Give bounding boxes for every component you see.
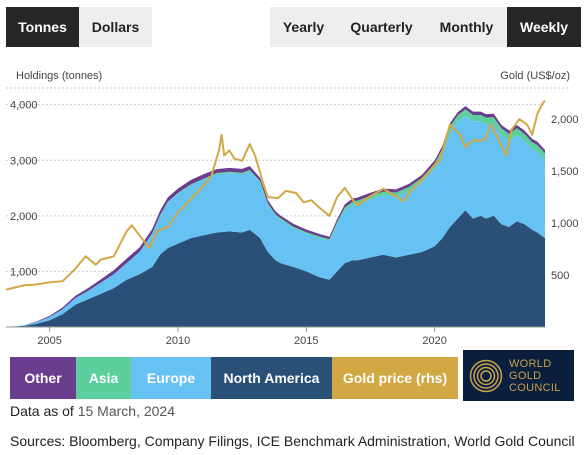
y-tick-label-3000: 3,000: [10, 155, 38, 167]
monthly-button[interactable]: Monthly: [426, 7, 507, 47]
world-gold-council-logo: WORLD GOLD COUNCIL: [463, 350, 574, 401]
x-tick-label-2020: 2020: [422, 335, 446, 347]
legend-north-america-label: North America: [223, 370, 320, 386]
area-europe: [6, 115, 545, 327]
legend-north-america[interactable]: North America: [211, 357, 332, 399]
legend-asia[interactable]: Asia: [76, 357, 131, 399]
tonnes-button[interactable]: Tonnes: [6, 7, 79, 47]
x-tick-label-2005: 2005: [37, 335, 61, 347]
legend-europe-label: Europe: [146, 370, 196, 386]
unit-toggle: Tonnes Dollars: [6, 7, 152, 47]
gold-price-line: [5, 99, 546, 291]
y2-tick-label-1500: 1,500: [551, 166, 579, 178]
concentric-rings-icon: [469, 359, 503, 392]
x-tick-label-2015: 2015: [294, 335, 318, 347]
holdings-chart: 1,000 2,000 3,000 4,000 500 1,000 1,500 2,000 20…: [5, 70, 579, 347]
data-as-of-date: 15 March, 2024: [77, 403, 176, 419]
y2-tick-label-2000: 2,000: [551, 114, 579, 126]
y-tick-label-2000: 2,000: [10, 211, 38, 223]
legend-other[interactable]: Other: [10, 357, 76, 399]
y-axis-label: Holdings (tonnes): [16, 70, 102, 82]
data-as-of: Data as of 15 March, 2024: [10, 403, 175, 419]
y-tick-label-4000: 4,000: [10, 100, 38, 112]
quarterly-button[interactable]: Quarterly: [337, 7, 426, 47]
y-tick-label-1000: 1,000: [10, 266, 38, 278]
period-toggle: Yearly Quarterly Monthly Weekly: [270, 7, 581, 47]
logo-wordmark: WORLD GOLD COUNCIL: [509, 357, 561, 394]
legend-gold-price-label: Gold price (rhs): [342, 370, 448, 386]
legend-europe[interactable]: Europe: [131, 357, 211, 399]
y2-tick-label-500: 500: [551, 270, 569, 282]
area-north-america: [6, 210, 545, 327]
price-line-layer: [5, 99, 546, 291]
legend-asia-label: Asia: [88, 370, 119, 386]
legend-gold-price[interactable]: Gold price (rhs): [332, 357, 458, 399]
data-as-of-label: Data as of: [10, 403, 74, 419]
area-layer: [6, 106, 545, 328]
legend-other-label: Other: [24, 370, 62, 386]
axes: 1,000 2,000 3,000 4,000 500 1,000 1,500 2,000 20…: [6, 100, 579, 347]
weekly-button[interactable]: Weekly: [507, 7, 581, 47]
yearly-button[interactable]: Yearly: [270, 7, 337, 47]
y2-axis-label: Gold (US$/oz): [500, 70, 570, 82]
dollars-button[interactable]: Dollars: [79, 7, 152, 47]
sources-note: Sources: Bloomberg, Company Filings, ICE…: [10, 433, 575, 449]
y2-tick-label-1000: 1,000: [551, 218, 579, 230]
legend: Other Asia Europe North America Gold pri…: [10, 357, 458, 399]
x-tick-label-2010: 2010: [166, 335, 190, 347]
